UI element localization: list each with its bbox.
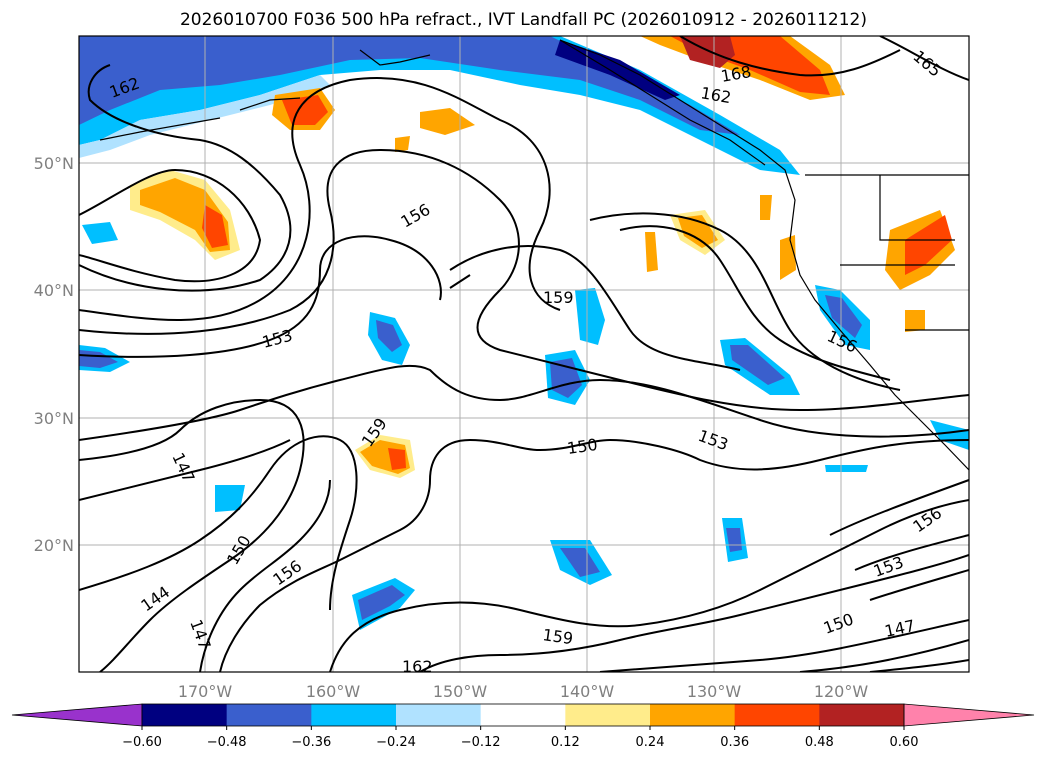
lat-label: 40°N	[34, 281, 74, 300]
colorbar-tick-label: 0.36	[720, 735, 749, 750]
colorbar-bin	[311, 704, 397, 726]
colorbar-tick-label: −0.24	[376, 735, 416, 750]
colorbar-outline	[141, 703, 905, 727]
contour-label: 159	[543, 288, 574, 307]
blue-s-2b	[726, 528, 742, 552]
colorbar-bin	[480, 704, 566, 726]
colorbar: −0.60 −0.48 −0.36 −0.24 −0.12 0.12 0.24 0.36 0.4…	[11, 703, 1035, 750]
orange-small-2	[395, 136, 410, 152]
lon-label: 170°W	[178, 682, 233, 701]
orange-east-1b	[678, 215, 718, 248]
blue-s-3b	[358, 585, 405, 620]
navy-streak	[555, 40, 680, 100]
colorbar-bin	[565, 704, 651, 726]
contour-label: 159	[541, 625, 574, 648]
red-west	[202, 205, 228, 248]
colorbar-tick-label: 0.12	[551, 735, 580, 750]
colorbar-tick-label: −0.60	[122, 735, 162, 750]
map-frame	[78, 35, 970, 673]
colorbar-bin	[650, 704, 736, 726]
colorbar-tick-label: −0.36	[291, 735, 331, 750]
colorbar-bin	[734, 704, 820, 726]
lat-label: 20°N	[34, 536, 74, 555]
lat-label: 50°N	[34, 154, 74, 173]
colorbar-extension-left	[11, 703, 143, 727]
colorbar-tick-label: 0.24	[636, 735, 665, 750]
blue-e-2b	[825, 295, 862, 338]
shaded-fields	[79, 36, 969, 630]
blue-w-2b	[79, 350, 118, 368]
colorbar-tick-label: −0.12	[461, 735, 501, 750]
blue-e-1b	[730, 345, 785, 385]
red-central	[388, 448, 406, 470]
lon-label: 120°W	[814, 682, 869, 701]
height-contours	[79, 36, 969, 672]
graticule	[79, 36, 969, 672]
plot-title: 2026010700 F036 500 hPa refract., IVT La…	[179, 10, 867, 30]
lon-label: 130°W	[687, 682, 742, 701]
colorbar-bin	[819, 704, 905, 726]
blue-s-4	[215, 485, 245, 512]
orange-small-1	[420, 108, 475, 135]
red-fareast	[905, 215, 952, 275]
orange-fareast-2	[905, 310, 925, 332]
contour-label: 150	[566, 435, 599, 458]
colorbar-tick-label: −0.48	[207, 735, 247, 750]
map-area	[79, 36, 969, 672]
lon-labels: 170°W 160°W 150°W 140°W 130°W 120°W	[178, 682, 869, 701]
colorbar-tick-label: 0.60	[890, 735, 919, 750]
blue-c-3	[575, 288, 605, 345]
lon-label: 160°W	[306, 682, 361, 701]
contour-label: 162	[402, 657, 433, 676]
blue-s-1b	[560, 548, 600, 577]
orange-east-2	[645, 232, 658, 272]
blue-s-6	[930, 420, 969, 450]
lat-labels: 50°N 40°N 30°N 20°N	[34, 154, 74, 555]
lon-label: 140°W	[560, 682, 615, 701]
red-nw	[282, 95, 328, 125]
colorbar-bin	[142, 704, 228, 726]
lon-label: 150°W	[433, 682, 488, 701]
colorbar-bin	[396, 704, 482, 726]
orange-east-3	[760, 195, 772, 220]
colorbar-bin	[226, 704, 312, 726]
colorbar-extension-right	[903, 703, 1035, 727]
colorbar-tick-label: 0.48	[805, 735, 834, 750]
blue-s-5	[825, 465, 868, 472]
lat-label: 30°N	[34, 409, 74, 428]
blue-w-1	[82, 222, 118, 244]
contour-labels: 162 168 162 165 156 159 153 156 159 150 …	[107, 47, 945, 676]
blue-c-1b	[376, 320, 402, 352]
